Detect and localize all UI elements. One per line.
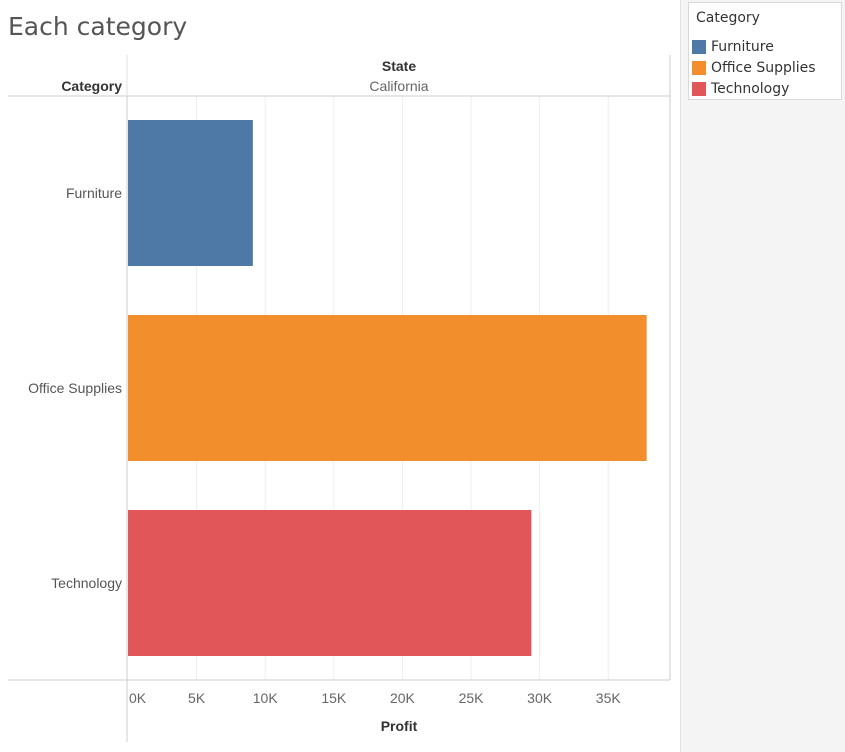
chart-title: Each category [8, 12, 188, 41]
x-tick-label: 0K [129, 690, 147, 706]
category-label: Office Supplies [28, 380, 122, 396]
legend-label: Office Supplies [711, 60, 816, 76]
category-labels: Furniture Office Supplies Technology [28, 185, 122, 591]
legend-swatch [692, 40, 706, 54]
x-tick-label: 30K [527, 690, 553, 706]
category-label: Technology [51, 575, 122, 591]
bar-chart: Category State California Furniture Offic… [8, 55, 671, 742]
column-value-header: California [369, 78, 428, 94]
x-tick-label: 20K [390, 690, 416, 706]
bar-furniture[interactable] [128, 120, 253, 266]
column-field-header: State [382, 58, 416, 74]
x-axis-label: Profit [381, 718, 418, 734]
x-tick-label: 5K [188, 690, 206, 706]
bar-technology[interactable] [128, 510, 532, 656]
legend-label: Furniture [711, 39, 774, 55]
x-tick-label: 15K [321, 690, 347, 706]
row-field-header: Category [61, 78, 122, 94]
side-pane [680, 0, 845, 752]
legend-label: Technology [711, 81, 790, 97]
legend: Category Furniture Office Supplies Techn… [688, 2, 842, 100]
legend-item-office-supplies[interactable]: Office Supplies [692, 58, 816, 78]
bar-office-supplies[interactable] [128, 315, 647, 461]
legend-title: Category [696, 10, 760, 26]
x-tick-label: 10K [253, 690, 279, 706]
tick-labels: 0K 5K 10K 15K 20K 25K 30K 35K [129, 690, 621, 706]
legend-item-furniture[interactable]: Furniture [692, 37, 774, 57]
category-label: Furniture [66, 185, 122, 201]
legend-swatch [692, 61, 706, 75]
legend-item-technology[interactable]: Technology [692, 79, 789, 99]
legend-swatch [692, 82, 706, 96]
bars [128, 120, 647, 656]
x-tick-label: 35K [596, 690, 622, 706]
x-tick-label: 25K [459, 690, 485, 706]
